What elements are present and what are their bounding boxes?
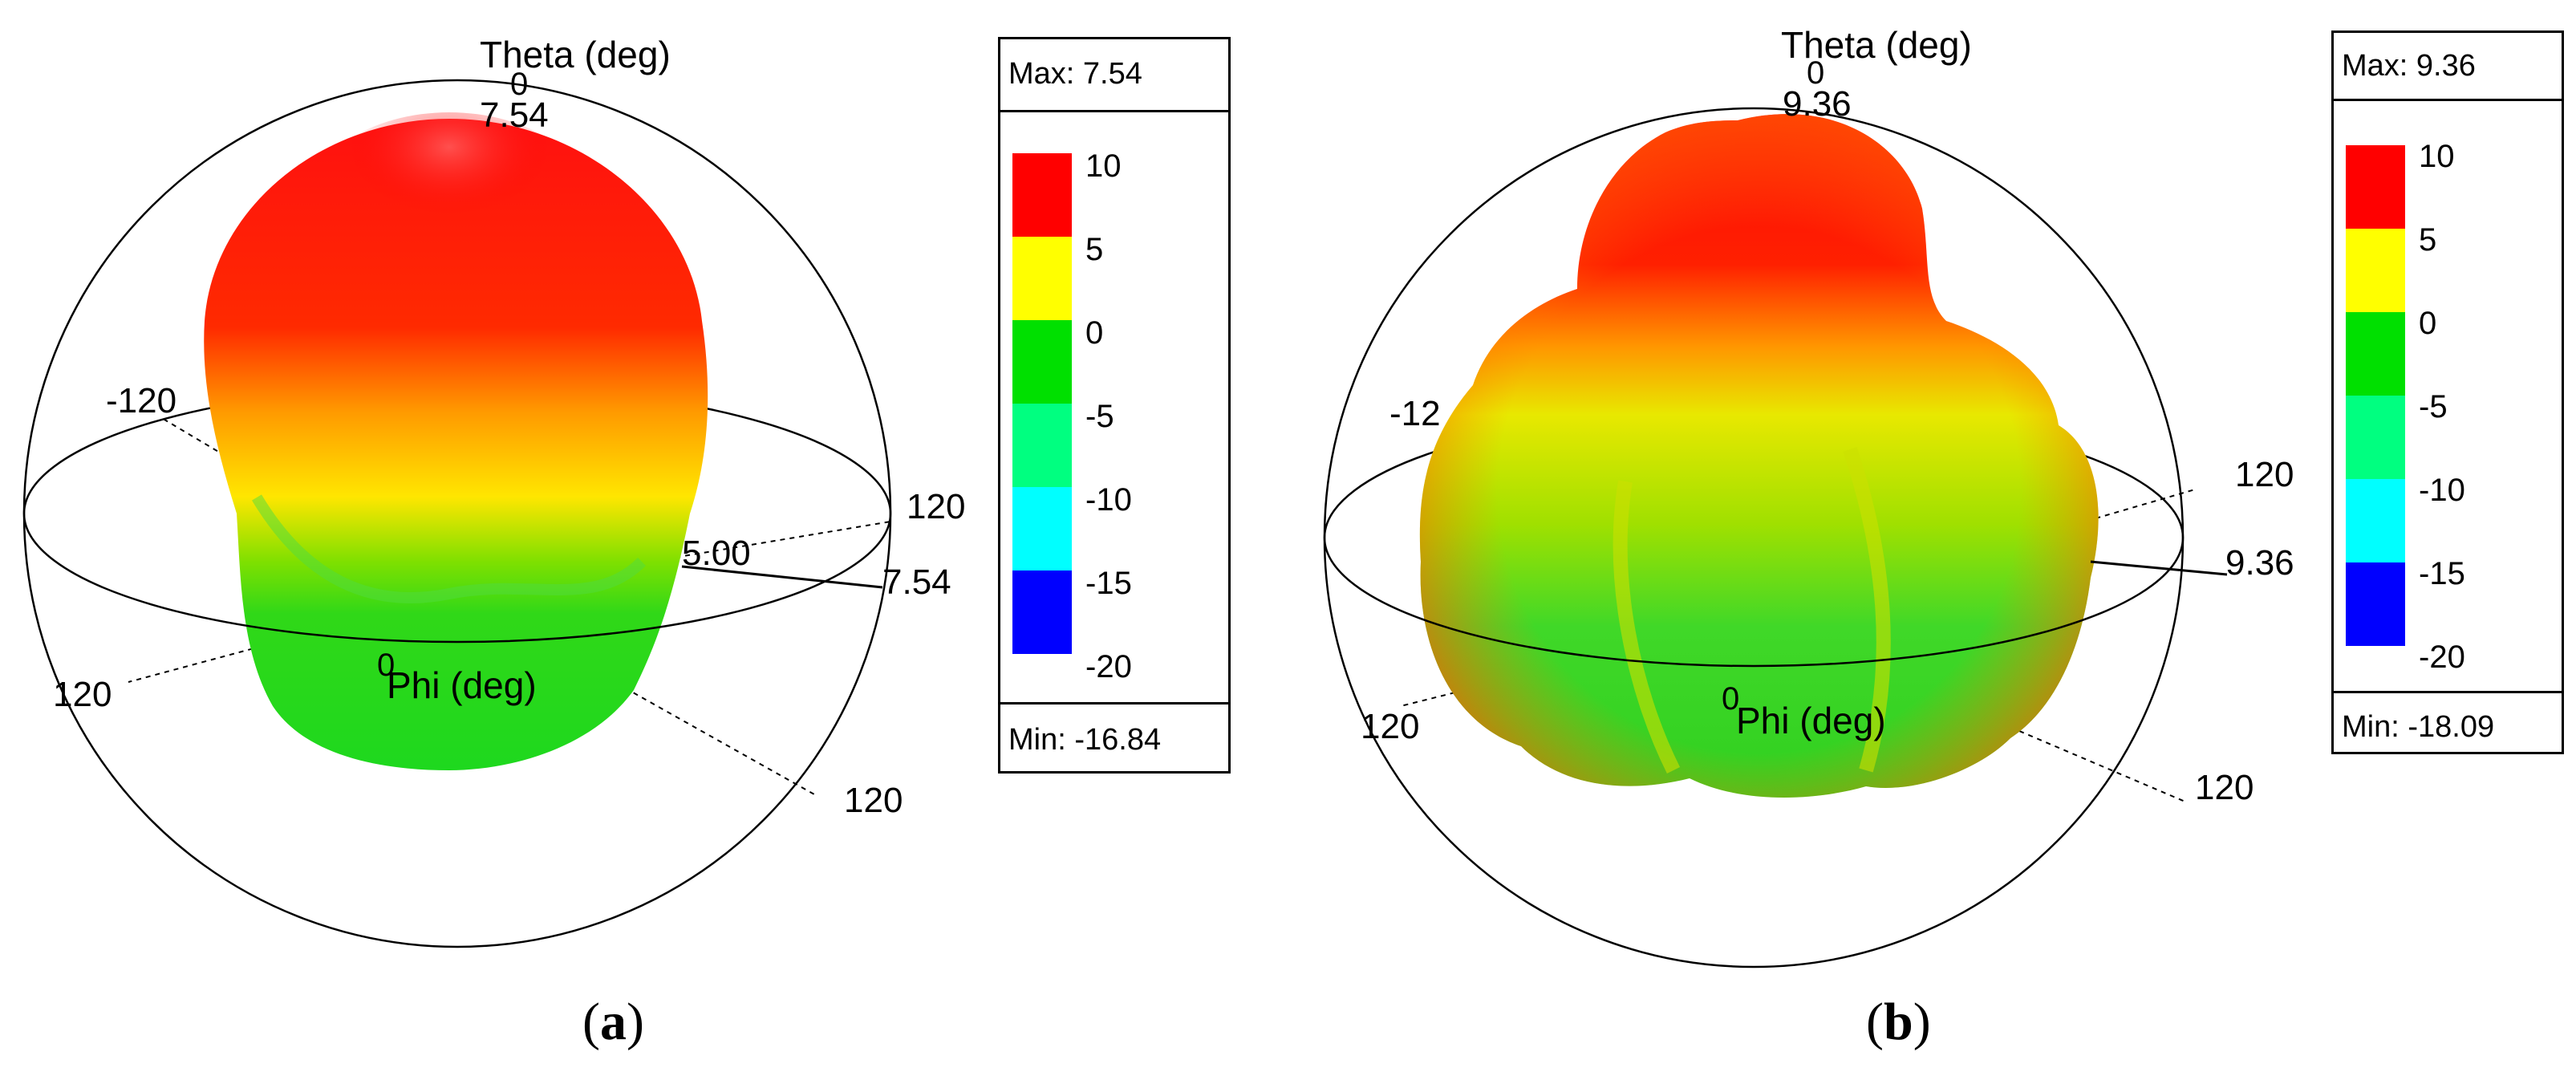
legend-separator-bottom-a	[1000, 702, 1228, 705]
colorbar-tick-neg15-a: -15	[1085, 566, 1132, 601]
max-radius-line-a	[681, 565, 883, 589]
caption-letter-a: a	[599, 993, 627, 1051]
colorbar-swatch-red-a	[1012, 153, 1072, 237]
equator-front	[22, 513, 892, 644]
colorbar-swatch-springgreen-b	[2346, 396, 2405, 479]
panel-a: Theta (deg) 0 7.54 -120 120 5.00 7.54 0 …	[22, 34, 1231, 1051]
colorbar-swatch-blue-b	[2346, 562, 2405, 646]
phi-tick-120-bottom-a: 120	[844, 781, 903, 820]
colorbar-swatch-cyan-a	[1012, 487, 1072, 571]
phi-tick-neg12-b: -12	[1389, 394, 1441, 433]
legend-min-label-a: Min: -16.84	[1008, 723, 1162, 757]
colorbar-swatch-blue-a	[1012, 571, 1072, 654]
colorbar-legend-a: Max: 7.54 10 5 0 -5 -10 -15 -20 Min: -16…	[998, 37, 1231, 774]
phi-tick-120-right-b: 120	[2235, 455, 2294, 494]
colorbar-swatch-springgreen-a	[1012, 404, 1072, 487]
colorbar-swatch-cyan-b	[2346, 479, 2405, 562]
legend-separator-top-b	[2334, 99, 2562, 101]
theta-axis-label-a: Theta (deg)	[480, 34, 671, 75]
phi-axis-label-a: Phi (deg)	[387, 664, 537, 706]
radiation-plot-b: Theta (deg) 0 9.36 -12 120 9.36 0 Phi (d…	[1323, 24, 2294, 968]
max-value-right-a: 7.54	[882, 562, 951, 602]
colorbar-tick-neg10-a: -10	[1085, 482, 1132, 518]
theta-axis-label-b: Theta (deg)	[1781, 24, 1972, 66]
colorbar-tick-neg20-a: -20	[1085, 649, 1132, 684]
pattern-surface-b-rim	[1419, 114, 2099, 798]
phi-tick-120-left-b: 120	[1361, 707, 1419, 746]
phi-tick-0-a: 0	[377, 648, 395, 683]
phi-tick-neg120-a: -120	[106, 381, 176, 420]
colorbar-swatch-red-b	[2346, 145, 2405, 229]
colorbar-legend-b: Max: 9.36 10 5 0 -5 -10 -15 -20 Min: -18…	[2331, 30, 2564, 754]
phi-axis-label-b: Phi (deg)	[1736, 700, 1886, 741]
colorbar-tick-neg10-b: -10	[2419, 473, 2465, 508]
pattern-highlight-a	[305, 112, 594, 305]
legend-max-label-a: Max: 7.54	[1008, 57, 1142, 91]
max-value-right-b: 9.36	[2225, 543, 2294, 583]
caption-b: (b)	[1866, 993, 1931, 1051]
legend-separator-bottom-b	[2334, 691, 2562, 693]
pattern-detail-a	[251, 494, 646, 603]
colorbar-tick-5-b: 5	[2419, 222, 2437, 258]
colorbar-swatch-green-a	[1012, 320, 1072, 404]
max-value-top-a: 7.54	[480, 95, 549, 135]
equator-front	[1323, 537, 2185, 668]
phi-axis-dashed-2	[128, 593, 458, 683]
colorbar-tick-5-a: 5	[1085, 232, 1104, 267]
legend-min-label-b: Min: -18.09	[2342, 710, 2495, 744]
colorbar-tick-neg5-b: -5	[2419, 389, 2448, 424]
pattern-lobe-seam-2	[1843, 447, 1891, 773]
colorbar-tick-10-b: 10	[2419, 139, 2455, 174]
phi-tick-120-left-a: 120	[53, 675, 112, 714]
pattern-lobe-seam-1	[1613, 480, 1681, 774]
theta-tick-b: 0	[1807, 55, 1824, 91]
colorbar-tick-neg15-b: -15	[2419, 556, 2465, 591]
max-radius-line-b	[2090, 560, 2228, 576]
legend-separator-top-a	[1000, 110, 1228, 112]
phi-axis-dashed-3	[456, 521, 891, 595]
phi-tick-120-right-a: 120	[907, 487, 965, 526]
max-value-top-b: 9.36	[1783, 84, 1852, 124]
colorbar-tick-neg20-b: -20	[2419, 640, 2465, 675]
colorbar-swatch-green-b	[2346, 312, 2405, 396]
colorbar-swatch-yellow-b	[2346, 229, 2405, 312]
colorbar-swatch-yellow-a	[1012, 237, 1072, 320]
colorbar-tick-0-a: 0	[1085, 315, 1104, 351]
legend-max-label-b: Max: 9.36	[2342, 49, 2476, 83]
theta-tick-a: 0	[510, 67, 528, 102]
partial-value-label-a: 5.00	[682, 534, 751, 573]
caption-letter-b: b	[1883, 993, 1913, 1051]
panel-b: Theta (deg) 0 9.36 -12 120 9.36 0 Phi (d…	[1288, 0, 2576, 1072]
pattern-surface-a	[204, 119, 708, 770]
caption-a: (a)	[582, 993, 644, 1051]
colorbar-tick-0-b: 0	[2419, 306, 2437, 341]
colorbar-tick-10-a: 10	[1085, 148, 1122, 184]
phi-tick-0-b: 0	[1722, 681, 1739, 717]
colorbar-tick-neg5-a: -5	[1085, 399, 1114, 434]
radiation-plot-a: Theta (deg) 0 7.54 -120 120 5.00 7.54 0 …	[22, 34, 965, 948]
phi-tick-120-bottom-b: 120	[2195, 768, 2253, 807]
